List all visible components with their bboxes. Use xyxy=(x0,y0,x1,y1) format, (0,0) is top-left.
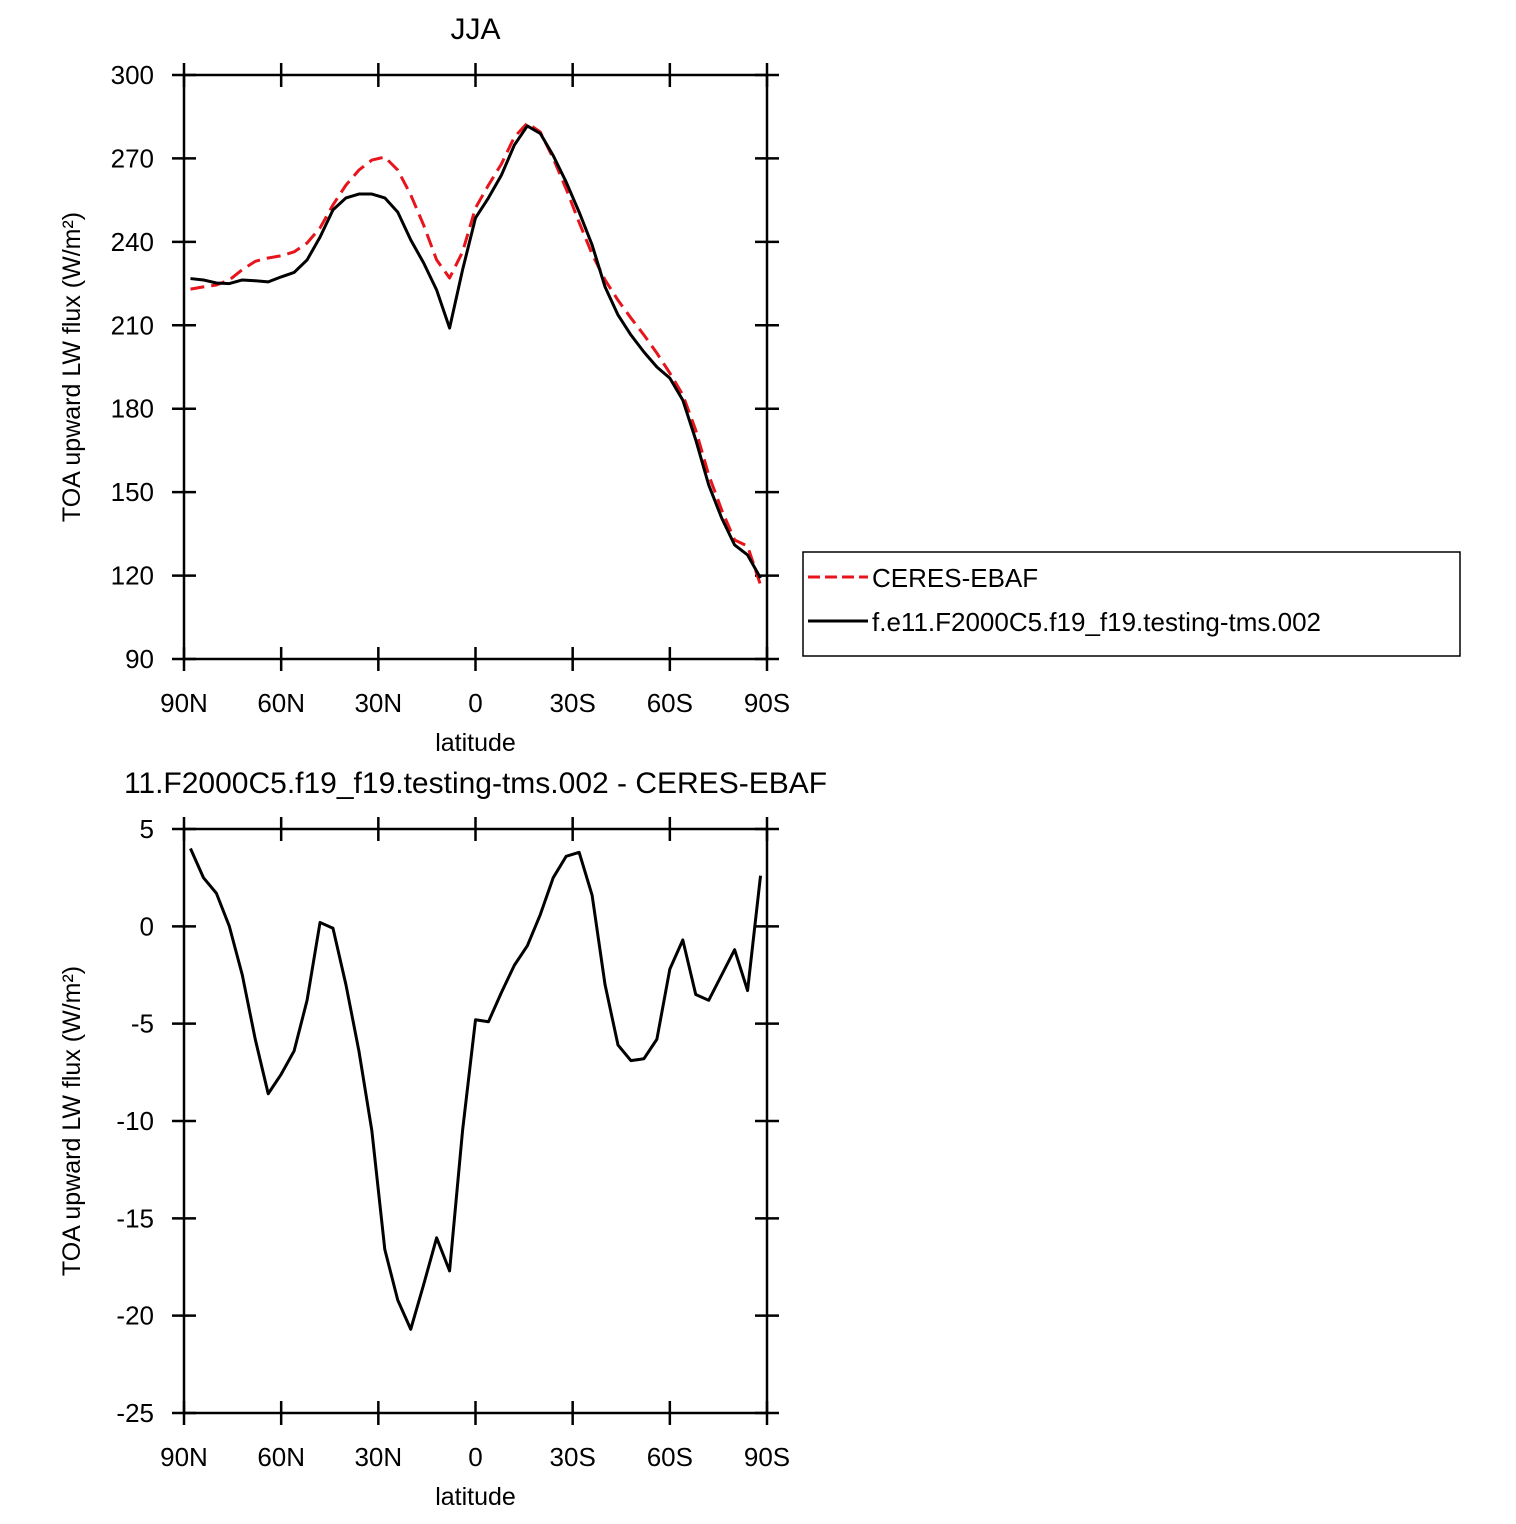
y-tick-label: 120 xyxy=(111,561,154,591)
x-tick-label: 90N xyxy=(160,1442,208,1472)
y-axis-label: TOA upward LW flux (W/m²) xyxy=(58,966,86,1276)
legend-label: CERES-EBAF xyxy=(872,563,1038,593)
y-tick-label: 180 xyxy=(111,394,154,424)
y-tick-label: 270 xyxy=(111,143,154,173)
x-tick-label: 30S xyxy=(550,688,596,718)
series-line xyxy=(190,124,762,579)
y-tick-label: 300 xyxy=(111,60,154,90)
x-tick-label: 60N xyxy=(257,1442,305,1472)
x-tick-label: 90S xyxy=(744,688,790,718)
x-tick-label: 90S xyxy=(744,1442,790,1472)
y-tick-label: -25 xyxy=(116,1398,154,1428)
y-tick-label: -5 xyxy=(131,1009,154,1039)
y-axis-label: TOA upward LW flux (W/m²) xyxy=(58,212,86,522)
y-tick-label: -10 xyxy=(116,1106,154,1136)
series-line xyxy=(189,847,763,1331)
legend-box xyxy=(802,551,1461,657)
series-line xyxy=(190,121,762,586)
x-tick-label: 30N xyxy=(354,1442,402,1472)
y-tick-label: 5 xyxy=(140,814,154,844)
y-tick-label: -15 xyxy=(116,1203,154,1233)
x-tick-label: 60S xyxy=(647,688,693,718)
y-tick-label: 90 xyxy=(125,644,154,674)
chart-title: JJA xyxy=(450,13,500,46)
chart-title: 11.F2000C5.f19_f19.testing-tms.002 - CER… xyxy=(124,767,827,800)
y-tick-label: 210 xyxy=(111,310,154,340)
x-tick-label: 90N xyxy=(160,688,208,718)
x-tick-label: 0 xyxy=(468,1442,482,1472)
x-axis-label: latitude xyxy=(435,729,516,757)
y-tick-label: 150 xyxy=(111,477,154,507)
x-tick-label: 0 xyxy=(468,688,482,718)
legend-label: f.e11.F2000C5.f19_f19.testing-tms.002 xyxy=(872,607,1321,637)
plot-frame xyxy=(182,827,769,1415)
x-axis-label: latitude xyxy=(435,1483,516,1511)
y-tick-label: 240 xyxy=(111,227,154,257)
x-tick-label: 60N xyxy=(257,688,305,718)
x-tick-label: 30N xyxy=(354,688,402,718)
x-tick-label: 30S xyxy=(550,1442,596,1472)
x-tick-label: 60S xyxy=(647,1442,693,1472)
plot-frame xyxy=(182,73,769,661)
y-tick-label: -20 xyxy=(116,1301,154,1331)
y-tick-label: 0 xyxy=(140,911,154,941)
